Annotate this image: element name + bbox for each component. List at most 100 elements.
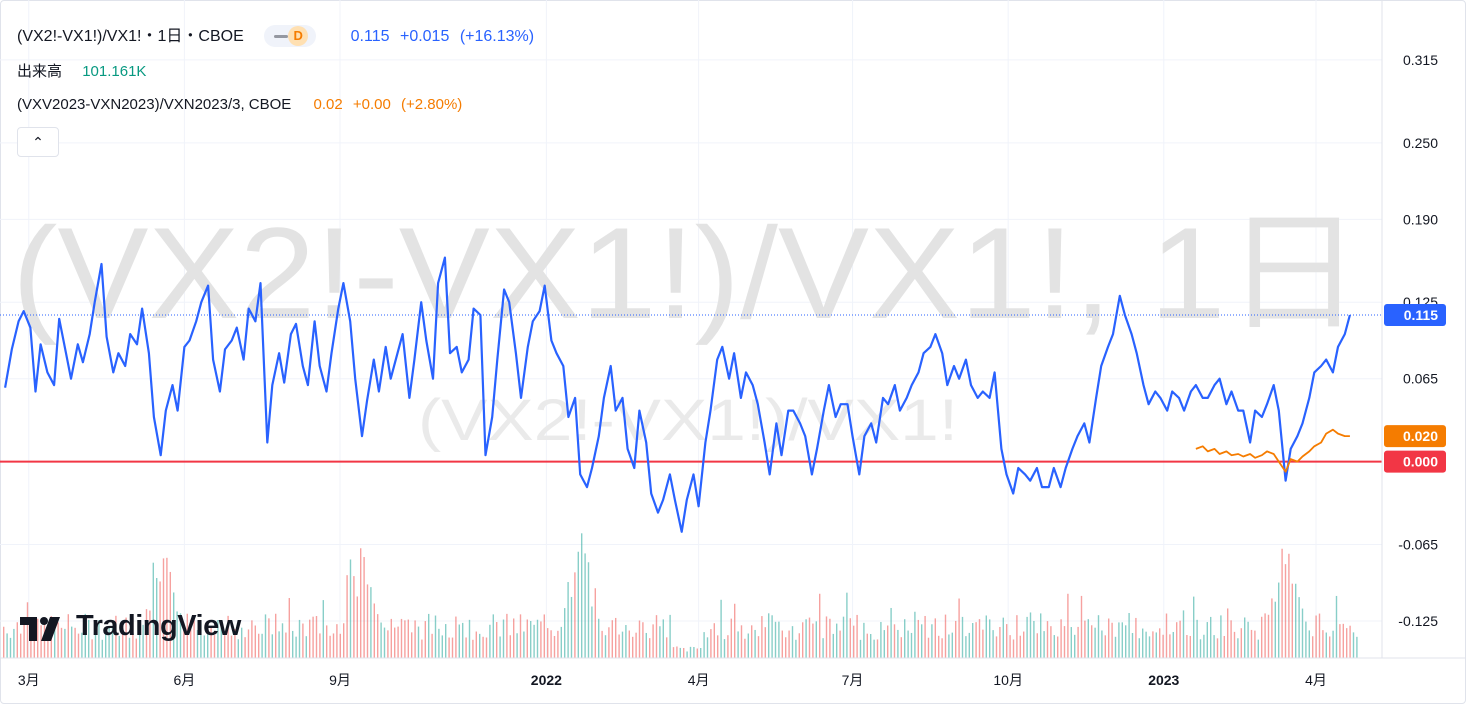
- compare-series-line[interactable]: [1195, 428, 1350, 473]
- volume-bar: [186, 613, 188, 658]
- volume-bar: [965, 636, 967, 658]
- volume-bar: [683, 647, 685, 658]
- volume-bar: [1131, 633, 1134, 658]
- volume-bar: [322, 600, 324, 658]
- volume-bar: [1250, 629, 1253, 658]
- y-tick-label: 0.065: [1403, 371, 1438, 387]
- volume-bar: [594, 588, 596, 658]
- volume-bar: [557, 630, 559, 658]
- last-value: 0.115: [350, 28, 390, 45]
- volume-bar: [1278, 582, 1280, 658]
- volume-bar: [159, 581, 161, 658]
- volume-bar: [910, 632, 913, 658]
- x-tick-label: 6月: [173, 672, 195, 688]
- volume-bar: [20, 633, 22, 658]
- volume-bar: [122, 622, 124, 658]
- volume-bar: [169, 571, 171, 658]
- volume-bar: [727, 635, 729, 658]
- volume-bar: [1006, 624, 1008, 658]
- volume-bar: [1210, 616, 1212, 658]
- volume-bar: [754, 629, 756, 658]
- visibility-toggle-icon[interactable]: [274, 34, 289, 38]
- volume-bar: [1352, 632, 1355, 658]
- volume-bar: [254, 625, 256, 658]
- volume-bar: [1203, 634, 1205, 658]
- volume-bar: [839, 630, 841, 658]
- volume-bar: [761, 616, 763, 658]
- volume-bar: [179, 613, 182, 658]
- volume-bar: [1111, 622, 1113, 658]
- volume-bar: [312, 616, 314, 658]
- volume-bar: [319, 633, 321, 658]
- volume-bar: [992, 630, 994, 658]
- tradingview-logo-text: TradingView: [76, 610, 241, 642]
- volume-bar: [353, 576, 355, 658]
- volume-bar: [492, 614, 494, 658]
- volume-bar: [774, 621, 777, 658]
- volume-bar: [1097, 615, 1100, 658]
- volume-bar: [496, 622, 498, 658]
- volume-bar: [822, 638, 824, 658]
- volume-bar: [37, 618, 39, 658]
- volume-bar: [560, 626, 562, 658]
- volume-bar: [900, 637, 902, 658]
- price-label-background: [1384, 425, 1446, 448]
- volume-bar: [1087, 619, 1089, 658]
- volume-bar: [890, 607, 892, 658]
- volume-label[interactable]: 出来高: [17, 63, 63, 80]
- volume-bar: [6, 633, 8, 658]
- volume-bar: [234, 629, 236, 658]
- volume-bar: [584, 553, 586, 658]
- volume-bar: [798, 633, 800, 658]
- volume-bar: [577, 551, 579, 658]
- volume-bar: [1172, 631, 1174, 658]
- legend-volume-row: 出来高 101.161K: [17, 60, 152, 81]
- volume-bar: [244, 637, 246, 658]
- volume-bar: [156, 578, 158, 658]
- volume-bar: [985, 615, 987, 658]
- volume-bar: [819, 593, 821, 658]
- volume-bar: [118, 635, 120, 658]
- volume-bar: [152, 562, 154, 658]
- volume-bar: [710, 629, 712, 658]
- volume-bar: [230, 635, 233, 658]
- volume-bar: [1043, 631, 1045, 658]
- volume-bar: [502, 619, 505, 658]
- interval-badge[interactable]: D: [264, 24, 317, 47]
- volume-bar: [400, 618, 403, 658]
- volume-bar: [438, 628, 440, 658]
- volume-bar: [1002, 617, 1004, 658]
- volume-bar: [1135, 617, 1137, 658]
- volume-bar: [220, 623, 222, 658]
- volume-bar: [615, 617, 617, 658]
- volume-bar: [706, 637, 709, 658]
- volume-bar: [1254, 630, 1256, 658]
- price-label-background: [1384, 450, 1446, 473]
- collapse-legend-button[interactable]: ⌃: [17, 127, 59, 157]
- volume-bar: [1301, 608, 1304, 658]
- volume-bar: [1196, 619, 1198, 658]
- volume-bar: [734, 603, 736, 658]
- volume-bar: [363, 557, 365, 658]
- volume-bar: [1267, 614, 1270, 658]
- volume-bar: [1104, 635, 1106, 658]
- compare-symbol[interactable]: (VXV2023-VXN2023)/VXN2023/3, CBOE: [17, 96, 292, 113]
- volume-bar: [23, 624, 25, 658]
- volume-bar: [700, 648, 702, 658]
- volume-bar: [1240, 628, 1242, 658]
- volume-bar: [315, 616, 318, 658]
- volume-bar: [380, 622, 382, 658]
- volume-bar: [278, 631, 280, 658]
- main-series-line[interactable]: [4, 256, 1351, 533]
- volume-bar: [1009, 635, 1011, 658]
- volume-bar: [1063, 626, 1066, 658]
- volume-bar: [145, 609, 148, 658]
- price-label-text: 0.020: [1403, 428, 1438, 444]
- legend-compare-row: (VXV2023-VXN2023)/VXN2023/3, CBOE 0.02 +…: [17, 96, 468, 113]
- volume-bar: [1193, 596, 1195, 658]
- volume-bar: [302, 623, 304, 658]
- volume-bar: [703, 632, 705, 658]
- symbol-title[interactable]: (VX2!-VX1!)/VX1!・1日・CBOE: [17, 28, 244, 45]
- volume-bar: [880, 621, 882, 658]
